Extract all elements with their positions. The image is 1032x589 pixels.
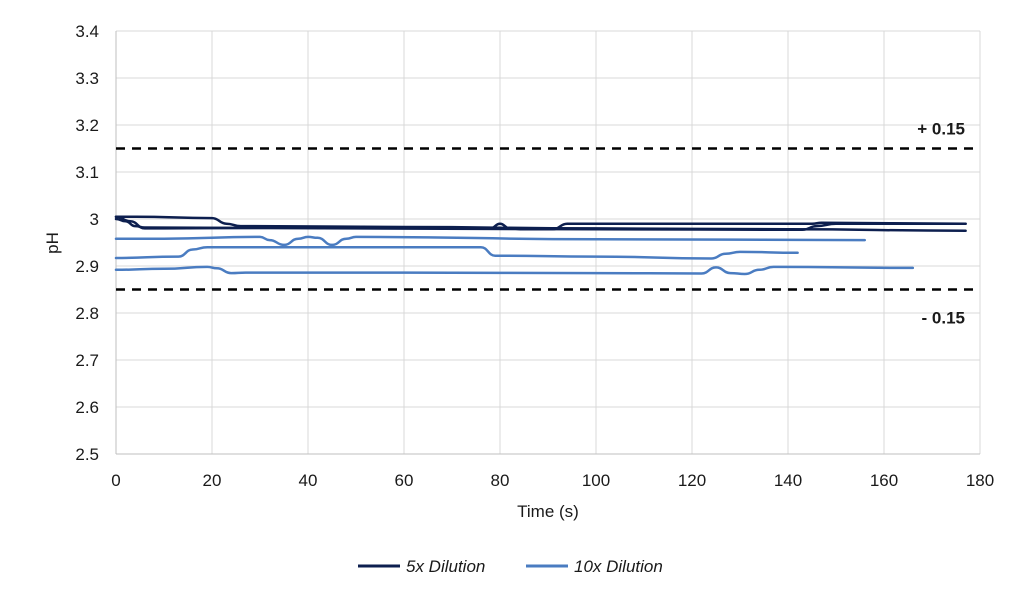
y-tick-label: 3 — [90, 210, 99, 229]
x-tick-label: 80 — [491, 471, 510, 490]
x-tick-label: 160 — [870, 471, 898, 490]
y-tick-label: 3.3 — [75, 69, 99, 88]
y-tick-label: 2.6 — [75, 398, 99, 417]
x-tick-label: 60 — [395, 471, 414, 490]
series-line-10x-dilution-run-2 — [114, 245, 799, 260]
y-tick-label: 2.9 — [75, 257, 99, 276]
x-tick-label: 20 — [203, 471, 222, 490]
y-tick-label: 2.5 — [75, 445, 99, 464]
x-tick-label: 180 — [966, 471, 994, 490]
series-line-10x-dilution-run-1 — [114, 235, 867, 247]
x-axis-title: Time (s) — [517, 502, 579, 521]
y-tick-label: 3.2 — [75, 116, 99, 135]
series-lines — [114, 215, 967, 276]
y-tick-label: 3.4 — [75, 22, 99, 41]
lower-limit-label: - 0.15 — [922, 309, 965, 328]
y-tick-labels: 2.5 2.6 2.7 2.8 2.9 3 3.1 3.2 3.3 3.4 — [75, 22, 99, 464]
x-tick-labels: 0 20 40 60 80 100 120 140 160 180 — [111, 471, 994, 490]
legend-label-5x-dilution: 5x Dilution — [406, 557, 485, 576]
upper-limit-label: + 0.15 — [917, 120, 965, 139]
series-line-5x-dilution-run-3 — [114, 217, 967, 232]
legend: 5x Dilution 10x Dilution — [358, 557, 663, 576]
x-tick-label: 40 — [299, 471, 318, 490]
reference-lines: + 0.15 - 0.15 — [116, 120, 980, 328]
y-tick-label: 2.8 — [75, 304, 99, 323]
y-axis-title: pH — [43, 232, 62, 254]
axes — [115, 31, 980, 455]
x-tick-label: 0 — [111, 471, 120, 490]
y-tick-label: 2.7 — [75, 351, 99, 370]
gridlines — [116, 30, 981, 454]
x-tick-label: 120 — [678, 471, 706, 490]
legend-label-10x-dilution: 10x Dilution — [574, 557, 663, 576]
x-tick-label: 100 — [582, 471, 610, 490]
y-tick-label: 3.1 — [75, 163, 99, 182]
x-tick-label: 140 — [774, 471, 802, 490]
series-line-10x-dilution-run-3 — [114, 265, 915, 276]
